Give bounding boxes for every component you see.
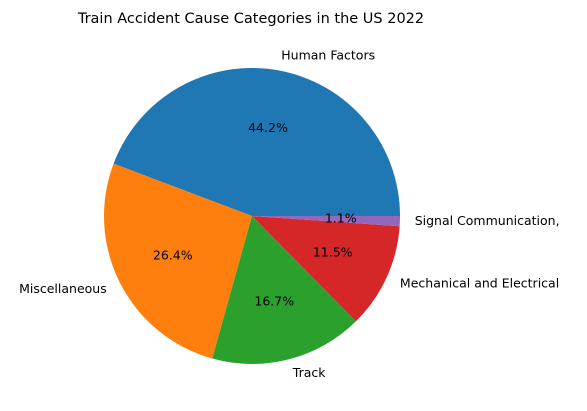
slice-label-signal-communication: Signal Communication, xyxy=(415,213,560,228)
pie-slice-mechanical-and-electrical xyxy=(252,216,400,322)
pie-labels: Human Factors 44.2% Miscellaneous 26.4% Trac… xyxy=(19,47,559,380)
slice-percent-miscellaneous: 26.4% xyxy=(153,248,193,263)
slice-label-human-factors: Human Factors xyxy=(281,47,375,62)
slice-percent-signal-communication: 1.1% xyxy=(325,211,357,226)
chart-title: Train Accident Cause Categories in the U… xyxy=(77,11,424,27)
pie-slice-signal-communication xyxy=(252,216,400,227)
slice-label-track: Track xyxy=(292,365,326,380)
pie-slice-miscellaneous xyxy=(104,163,252,359)
pie-slice-track xyxy=(212,216,356,364)
pie-slice-human-factors xyxy=(113,67,401,216)
slice-percent-track: 16.7% xyxy=(254,293,294,308)
slice-label-miscellaneous: Miscellaneous xyxy=(19,281,107,296)
slice-percent-human-factors: 44.2% xyxy=(248,120,288,135)
slice-label-mechanical-and-electrical: Mechanical and Electrical xyxy=(400,275,559,290)
slice-percent-mechanical-and-electrical: 11.5% xyxy=(313,245,353,260)
pie-slices xyxy=(104,67,401,364)
